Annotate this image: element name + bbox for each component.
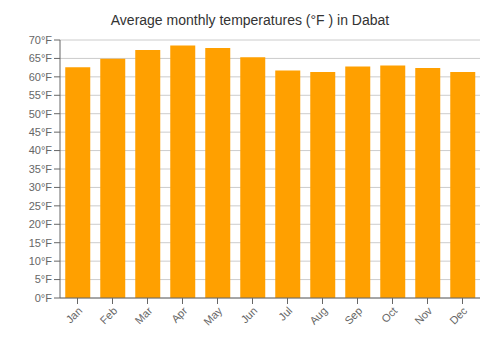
svg-text:35°F: 35°F <box>29 163 53 175</box>
svg-text:65°F: 65°F <box>29 52 53 64</box>
svg-text:70°F: 70°F <box>29 34 53 46</box>
svg-text:60°F: 60°F <box>29 71 53 83</box>
svg-text:55°F: 55°F <box>29 89 53 101</box>
svg-text:5°F: 5°F <box>35 273 53 285</box>
svg-text:50°F: 50°F <box>29 108 53 120</box>
svg-text:15°F: 15°F <box>29 237 53 249</box>
svg-text:Apr: Apr <box>169 304 190 325</box>
svg-text:25°F: 25°F <box>29 200 53 212</box>
svg-text:Jan: Jan <box>63 304 84 325</box>
html-text:Average monthly temperatures (: Average monthly temperatures (°F ) in Da… <box>110 12 390 28</box>
svg-text:Sep: Sep <box>342 304 364 326</box>
svg-text:Jul: Jul <box>276 304 294 322</box>
svg-text:Mar: Mar <box>133 304 155 326</box>
svg-text:Nov: Nov <box>412 304 435 327</box>
svg-text:Dec: Dec <box>447 304 470 327</box>
svg-text:10°F: 10°F <box>29 255 53 267</box>
svg-text:30°F: 30°F <box>29 181 53 193</box>
svg-text:Oct: Oct <box>379 304 400 325</box>
svg-text:20°F: 20°F <box>29 218 53 230</box>
svg-text:May: May <box>201 304 225 328</box>
svg-text:0°F: 0°F <box>35 292 53 304</box>
svg-text:Aug: Aug <box>307 304 329 326</box>
svg-text:Jun: Jun <box>238 304 259 325</box>
svg-text:45°F: 45°F <box>29 126 53 138</box>
svg-text:Feb: Feb <box>98 304 120 326</box>
svg-text:40°F: 40°F <box>29 144 53 156</box>
